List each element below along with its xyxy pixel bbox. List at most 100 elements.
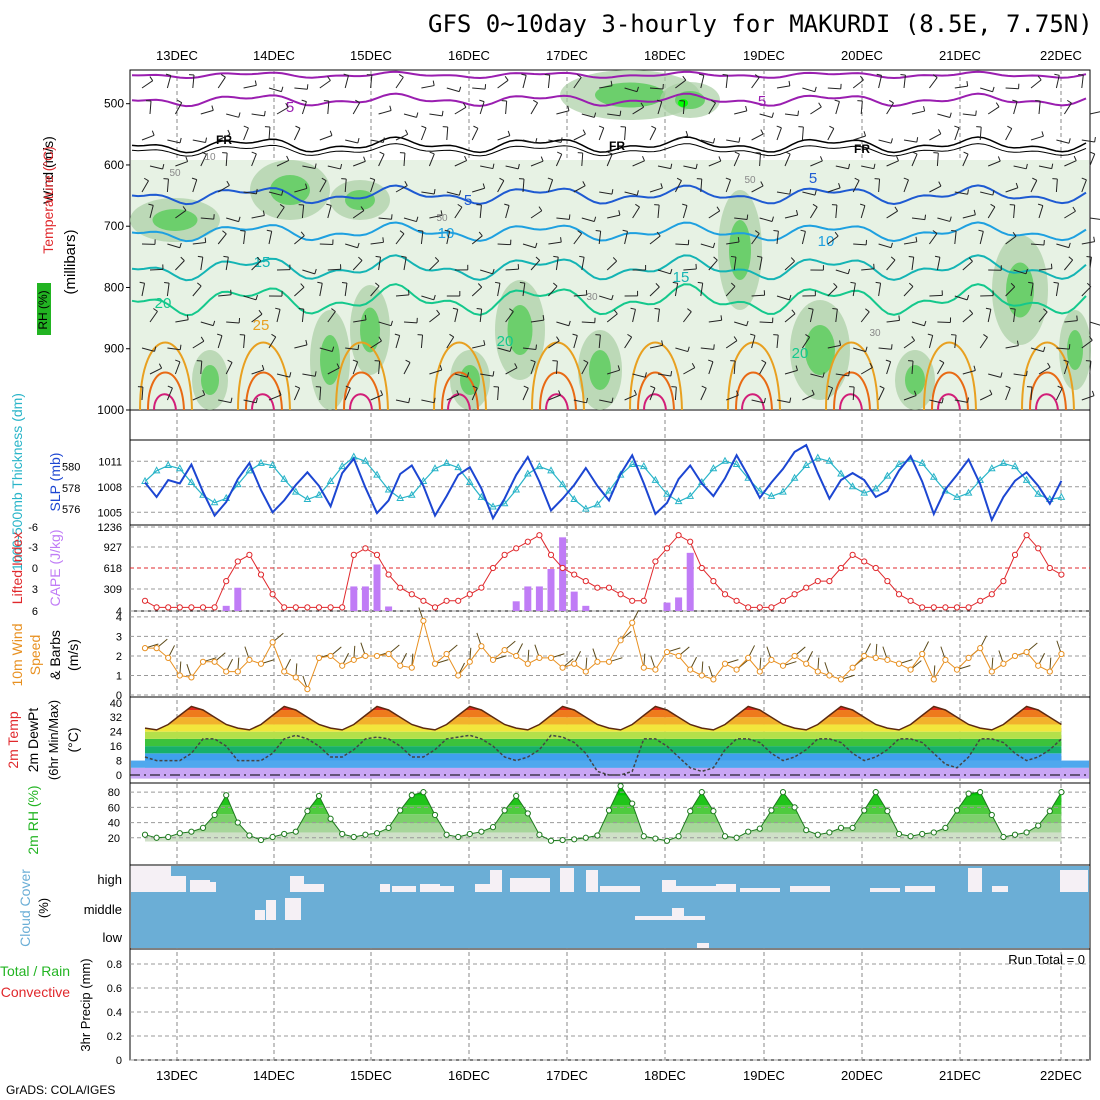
wind10-speed-point	[652, 666, 659, 673]
wind-barb-flag	[607, 151, 613, 155]
lifted-index-point	[849, 551, 856, 558]
wind-barb-flag	[612, 257, 618, 262]
wind-barb-flag	[258, 309, 263, 315]
wind-barb-flag	[472, 385, 478, 389]
wind-barb-flag	[251, 151, 257, 155]
wind-barb-flag	[398, 74, 404, 78]
wind-barb-flag	[814, 190, 817, 196]
wind-barb	[809, 206, 818, 219]
wind-barb	[852, 386, 855, 401]
rh-core	[360, 307, 380, 353]
wind-barb-flag	[519, 281, 525, 284]
wind-barb	[251, 260, 262, 271]
wind-barb-flag	[483, 340, 486, 346]
wind-barb-flag	[640, 102, 645, 108]
wind-barb	[649, 387, 656, 401]
wind-barb	[548, 139, 562, 143]
rh-point	[315, 792, 323, 800]
wind-barb-flag	[711, 99, 716, 104]
cloud-high-cell	[1060, 870, 1088, 892]
wind-barb	[988, 160, 1001, 167]
wind-barb-flag	[997, 156, 1001, 162]
wind-barb	[294, 187, 308, 193]
wind-barb-flag	[785, 151, 791, 155]
wind-barb	[1038, 165, 1052, 170]
wind-barb	[175, 210, 187, 219]
wind-barb	[1030, 180, 1038, 193]
wind-barb-flag	[718, 156, 722, 162]
rh-point	[803, 827, 810, 834]
rh-point	[837, 824, 845, 831]
wind-barb	[301, 205, 305, 219]
wind-barb	[268, 231, 273, 245]
rh-core	[201, 365, 219, 395]
li-axis-label: Lifted Index	[9, 532, 25, 604]
wind-barb-flag	[916, 137, 919, 143]
wind-barb-flag	[295, 125, 301, 129]
wind-barb	[903, 395, 917, 401]
wind-barb	[675, 347, 689, 353]
precip-tick: 0.2	[107, 1031, 122, 1043]
lifted-index-point	[698, 564, 705, 572]
wind-barb	[835, 373, 849, 377]
lifted-index-point	[165, 604, 172, 611]
wind-barb	[733, 361, 736, 375]
wind-barb	[928, 77, 938, 89]
wind-barb-flag	[1043, 308, 1048, 313]
wind-barb-flag	[834, 231, 839, 237]
cloud-high-cell	[304, 884, 324, 892]
thickness-point	[837, 469, 845, 477]
wind10-speed-point	[988, 668, 995, 675]
wind-barb-flag	[949, 216, 952, 222]
wind-barb	[751, 233, 760, 245]
thickness-tick: 578	[62, 483, 80, 495]
rh-point	[814, 831, 821, 838]
wind-barb	[225, 362, 233, 375]
wind-barb	[751, 335, 756, 349]
wind10-speed-point	[524, 660, 531, 667]
lifted-index-point	[304, 604, 311, 611]
wind-barb-flag	[938, 129, 942, 135]
wind10-speed-point	[327, 652, 334, 660]
wind-barb	[1038, 101, 1041, 115]
wind-barb	[548, 241, 562, 245]
wind-barb	[497, 347, 511, 352]
wind10-speed-point	[977, 645, 984, 652]
wind-barb	[1089, 361, 1092, 375]
rh-tick: 40	[108, 818, 120, 830]
wind-barb	[378, 154, 385, 167]
isotherm-35	[545, 393, 569, 411]
wind-barb	[878, 178, 881, 193]
isotherm-35	[1035, 393, 1059, 411]
lifted-index-point	[257, 571, 265, 578]
wind-barb-flag	[1081, 177, 1087, 181]
wind-barb-flag	[669, 268, 673, 274]
rh-point	[223, 792, 230, 799]
wind-barb	[683, 367, 695, 375]
wind-barb-flag	[577, 230, 582, 235]
wind10-axis-label-1: 10m Wind	[9, 623, 25, 686]
wind-barb-flag	[619, 110, 622, 116]
lifted-index-point	[652, 558, 659, 565]
pressure-tick: 1000	[97, 403, 124, 417]
wind-barb	[174, 102, 183, 115]
lifted-index-point	[153, 604, 160, 611]
wind-barb	[607, 214, 620, 219]
wind-barb	[835, 269, 849, 275]
wind-barb	[573, 233, 583, 245]
wind-barb	[1005, 235, 1017, 245]
lifted-index-point	[768, 604, 775, 611]
precip-tick: 0	[116, 1055, 122, 1067]
temp-band	[145, 738, 1062, 747]
wind-barb	[776, 399, 790, 404]
cloud-high-cell	[490, 870, 502, 892]
wind-barb-flag	[1010, 282, 1016, 288]
rh-point	[188, 828, 195, 835]
wind-barb-flag	[452, 307, 458, 310]
wind-barb-flag	[434, 257, 440, 262]
wind-barb-flag	[177, 99, 182, 104]
lifted-index-point	[339, 604, 346, 611]
slp-tick: 1005	[98, 507, 122, 519]
wind-barb	[505, 205, 510, 219]
thickness-point	[558, 480, 567, 488]
